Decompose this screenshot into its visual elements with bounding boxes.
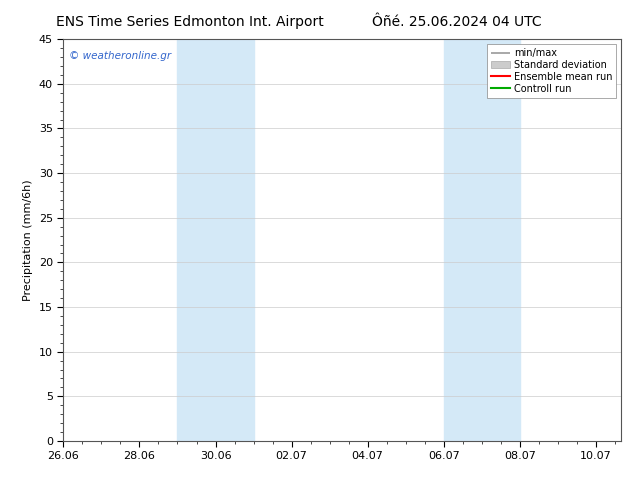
Text: Ôñé. 25.06.2024 04 UTC: Ôñé. 25.06.2024 04 UTC: [372, 15, 541, 29]
Y-axis label: Precipitation (mm/6h): Precipitation (mm/6h): [23, 179, 34, 301]
Bar: [178, 39, 254, 441]
Text: ENS Time Series Edmonton Int. Airport: ENS Time Series Edmonton Int. Airport: [56, 15, 324, 29]
Text: © weatheronline.gr: © weatheronline.gr: [69, 51, 171, 61]
Bar: [444, 39, 520, 441]
Legend: min/max, Standard deviation, Ensemble mean run, Controll run: min/max, Standard deviation, Ensemble me…: [487, 44, 616, 98]
